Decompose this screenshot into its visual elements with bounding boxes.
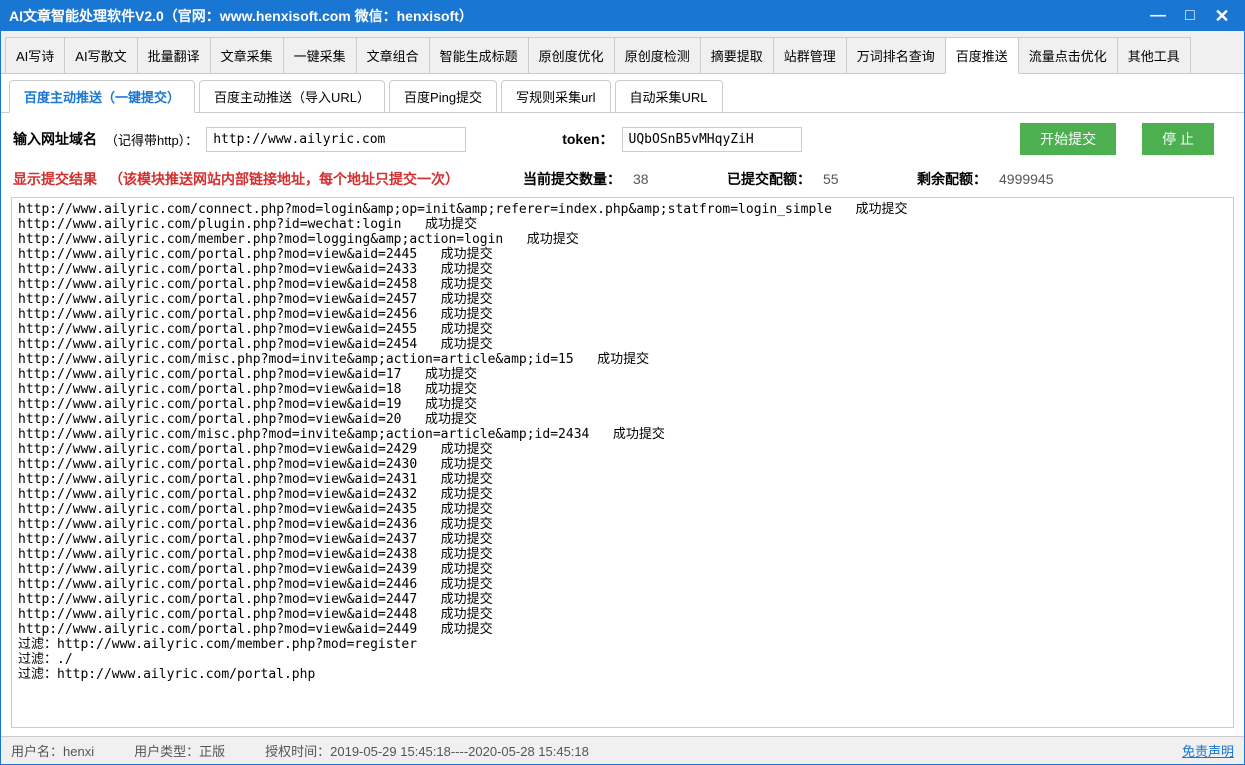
- main-tab-7[interactable]: 原创度优化: [528, 37, 615, 73]
- disclaimer-link[interactable]: 免责声明: [1182, 741, 1234, 760]
- log-line: http://www.ailyric.com/portal.php?mod=vi…: [18, 502, 1227, 517]
- titlebar: AI文章智能处理软件V2.0（官网：www.henxisoft.com 微信：h…: [1, 1, 1244, 31]
- log-line: http://www.ailyric.com/portal.php?mod=vi…: [18, 547, 1227, 562]
- result-hint: （该模块推送网站内部链接地址，每个地址只提交一次）: [109, 169, 459, 189]
- log-line: http://www.ailyric.com/misc.php?mod=invi…: [18, 352, 1227, 367]
- log-line: http://www.ailyric.com/member.php?mod=lo…: [18, 232, 1227, 247]
- main-tab-8[interactable]: 原创度检测: [614, 37, 701, 73]
- log-line: http://www.ailyric.com/portal.php?mod=vi…: [18, 607, 1227, 622]
- log-line: 过滤：http://www.ailyric.com/portal.php: [18, 667, 1227, 682]
- result-label: 显示提交结果: [13, 169, 97, 189]
- minimize-button[interactable]: —: [1144, 6, 1172, 26]
- log-line: http://www.ailyric.com/portal.php?mod=vi…: [18, 517, 1227, 532]
- submitted-quota-value: 55: [823, 171, 863, 187]
- sub-tab-bar: 百度主动推送（一键提交）百度主动推送（导入URL）百度Ping提交写规则采集ur…: [1, 74, 1244, 113]
- log-line: http://www.ailyric.com/portal.php?mod=vi…: [18, 442, 1227, 457]
- log-line: http://www.ailyric.com/portal.php?mod=vi…: [18, 487, 1227, 502]
- current-count-value: 38: [633, 171, 673, 187]
- log-line: http://www.ailyric.com/portal.php?mod=vi…: [18, 307, 1227, 322]
- main-tab-0[interactable]: AI写诗: [5, 37, 65, 73]
- log-line: http://www.ailyric.com/portal.php?mod=vi…: [18, 367, 1227, 382]
- sub-tab-0[interactable]: 百度主动推送（一键提交）: [9, 80, 195, 113]
- window-title: AI文章智能处理软件V2.0（官网：www.henxisoft.com 微信：h…: [9, 6, 1144, 26]
- log-line: 过滤：./: [18, 652, 1227, 667]
- window-controls: — □ ✕: [1144, 6, 1236, 26]
- main-tab-12[interactable]: 百度推送: [945, 37, 1019, 74]
- sub-tab-3[interactable]: 写规则采集url: [501, 80, 610, 112]
- token-input[interactable]: [622, 127, 802, 152]
- log-line: http://www.ailyric.com/portal.php?mod=vi…: [18, 622, 1227, 637]
- input-row: 输入网址域名 （记得带http）： token： 开始提交 停 止: [1, 113, 1244, 165]
- log-line: http://www.ailyric.com/portal.php?mod=vi…: [18, 382, 1227, 397]
- main-tab-10[interactable]: 站群管理: [773, 37, 847, 73]
- current-count-label: 当前提交数量：: [523, 169, 621, 189]
- main-tab-6[interactable]: 智能生成标题: [429, 37, 529, 73]
- status-row: 显示提交结果 （该模块推送网站内部链接地址，每个地址只提交一次） 当前提交数量：…: [1, 165, 1244, 193]
- log-textarea[interactable]: http://www.ailyric.com/connect.php?mod=l…: [11, 197, 1234, 728]
- log-line: http://www.ailyric.com/plugin.php?id=wec…: [18, 217, 1227, 232]
- log-line: http://www.ailyric.com/portal.php?mod=vi…: [18, 532, 1227, 547]
- main-tab-11[interactable]: 万词排名查询: [846, 37, 946, 73]
- log-line: http://www.ailyric.com/portal.php?mod=vi…: [18, 322, 1227, 337]
- log-line: http://www.ailyric.com/portal.php?mod=vi…: [18, 397, 1227, 412]
- main-tab-4[interactable]: 一键采集: [283, 37, 357, 73]
- main-tab-13[interactable]: 流量点击优化: [1018, 37, 1118, 73]
- log-line: http://www.ailyric.com/portal.php?mod=vi…: [18, 412, 1227, 427]
- statusbar: 用户名：henxi 用户类型：正版 授权时间：2019-05-29 15:45:…: [1, 736, 1244, 764]
- url-hint: （记得带http）：: [105, 130, 198, 149]
- statusbar-type: 用户类型：正版: [134, 741, 225, 760]
- main-tab-14[interactable]: 其他工具: [1117, 37, 1191, 73]
- log-line: http://www.ailyric.com/portal.php?mod=vi…: [18, 457, 1227, 472]
- log-line: http://www.ailyric.com/connect.php?mod=l…: [18, 202, 1227, 217]
- log-line: http://www.ailyric.com/portal.php?mod=vi…: [18, 562, 1227, 577]
- log-line: http://www.ailyric.com/portal.php?mod=vi…: [18, 277, 1227, 292]
- sub-tab-2[interactable]: 百度Ping提交: [389, 80, 497, 112]
- log-line: http://www.ailyric.com/portal.php?mod=vi…: [18, 247, 1227, 262]
- main-tab-1[interactable]: AI写散文: [64, 37, 137, 73]
- main-tab-9[interactable]: 摘要提取: [700, 37, 774, 73]
- log-line: http://www.ailyric.com/portal.php?mod=vi…: [18, 337, 1227, 352]
- maximize-button[interactable]: □: [1176, 6, 1204, 26]
- remain-quota-label: 剩余配额：: [917, 169, 987, 189]
- token-label: token：: [562, 129, 613, 149]
- log-line: http://www.ailyric.com/portal.php?mod=vi…: [18, 592, 1227, 607]
- url-label: 输入网址域名: [13, 129, 97, 149]
- submitted-quota-label: 已提交配额：: [727, 169, 811, 189]
- statusbar-user: 用户名：henxi: [11, 741, 94, 760]
- main-tab-2[interactable]: 批量翻译: [137, 37, 211, 73]
- close-button[interactable]: ✕: [1208, 6, 1236, 26]
- remain-quota-value: 4999945: [999, 171, 1054, 187]
- url-input[interactable]: [206, 127, 466, 152]
- sub-tab-4[interactable]: 自动采集URL: [615, 80, 723, 112]
- log-line: http://www.ailyric.com/portal.php?mod=vi…: [18, 577, 1227, 592]
- statusbar-auth: 授权时间：2019-05-29 15:45:18----2020-05-28 1…: [265, 741, 589, 760]
- log-line: http://www.ailyric.com/portal.php?mod=vi…: [18, 262, 1227, 277]
- sub-tab-1[interactable]: 百度主动推送（导入URL）: [199, 80, 385, 112]
- log-line: http://www.ailyric.com/portal.php?mod=vi…: [18, 292, 1227, 307]
- log-line: 过滤：http://www.ailyric.com/member.php?mod…: [18, 637, 1227, 652]
- log-line: http://www.ailyric.com/misc.php?mod=invi…: [18, 427, 1227, 442]
- main-tab-3[interactable]: 文章采集: [210, 37, 284, 73]
- log-line: http://www.ailyric.com/portal.php?mod=vi…: [18, 472, 1227, 487]
- stop-button[interactable]: 停 止: [1142, 123, 1214, 155]
- main-tab-5[interactable]: 文章组合: [356, 37, 430, 73]
- start-button[interactable]: 开始提交: [1020, 123, 1116, 155]
- main-tab-bar: AI写诗AI写散文批量翻译文章采集一键采集文章组合智能生成标题原创度优化原创度检…: [1, 31, 1244, 74]
